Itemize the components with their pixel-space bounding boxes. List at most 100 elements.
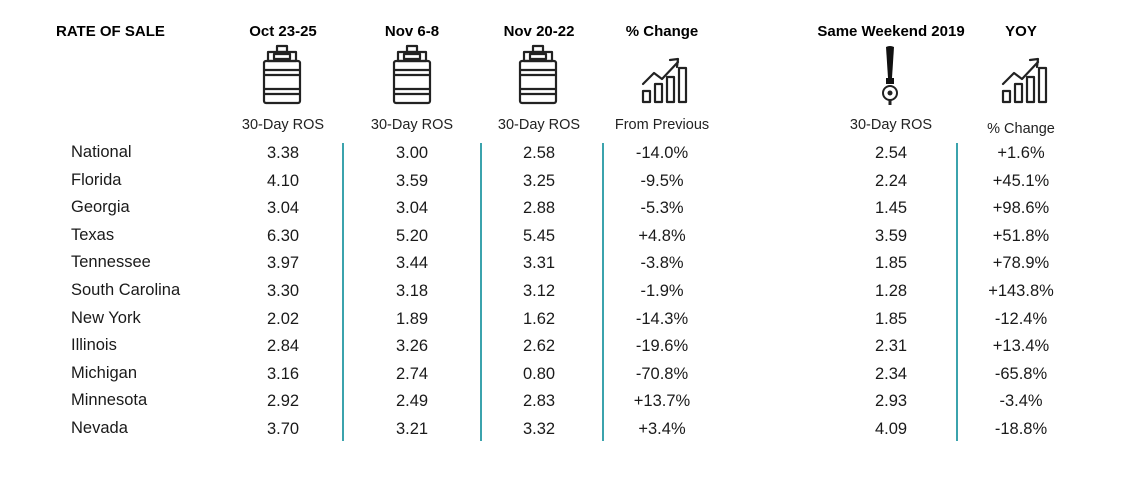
subheader-oct: 30-Day ROS	[241, 117, 325, 133]
growth-chart-icon	[1001, 57, 1048, 104]
cell-nov-20-22: 2.58	[522, 144, 556, 162]
row-label: South Carolina	[71, 281, 181, 299]
row-label: Tennessee	[71, 253, 151, 272]
row-label: Texas	[71, 225, 115, 244]
cell-same-weekend-2019: 2.93	[874, 392, 908, 411]
cell-oct-23-25: 4.10	[266, 171, 300, 190]
cell-nov-6-8: 5.20	[395, 226, 429, 245]
cell-yoy: -65.8%	[994, 364, 1048, 383]
cell-nov-6-8: 1.89	[395, 309, 429, 328]
growth-chart-icon	[641, 57, 688, 104]
subheader-yoy: % Change	[987, 121, 1055, 137]
cell-nov-20-22: 5.45	[522, 226, 556, 245]
cell-oct-23-25: 2.84	[266, 337, 300, 356]
column-divider	[480, 143, 482, 441]
cell-nov-20-22: 2.62	[522, 337, 556, 356]
column-divider	[956, 143, 958, 441]
cell-nov-6-8: 3.59	[395, 171, 429, 190]
cell-nov-6-8: 3.04	[395, 199, 429, 218]
cell-oct-23-25: 2.92	[266, 392, 300, 411]
cell-oct-23-25: 6.30	[266, 226, 300, 245]
cell-nov-20-22: 1.62	[522, 309, 556, 328]
header-pct-change: % Change	[625, 23, 699, 40]
cell-same-weekend-2019: 1.85	[874, 254, 908, 273]
column-divider	[602, 143, 604, 441]
cell-nov-6-8: 3.26	[395, 337, 429, 356]
subheader-nov20: 30-Day ROS	[497, 117, 581, 133]
cell-yoy: +1.6%	[997, 144, 1045, 162]
cell-nov-6-8: 2.74	[395, 364, 429, 383]
beer-tap-icon	[882, 46, 898, 105]
column-divider	[342, 143, 344, 441]
row-label: Nevada	[71, 419, 128, 437]
cell-same-weekend-2019: 2.34	[874, 364, 908, 383]
header-yoy: YOY	[1005, 23, 1037, 40]
cell-oct-23-25: 3.30	[266, 282, 300, 300]
cell-yoy: -12.4%	[994, 309, 1048, 328]
cell-yoy: -18.8%	[994, 420, 1048, 438]
cell-yoy: -3.4%	[999, 392, 1043, 411]
cell-pct-change: +3.4%	[638, 420, 686, 438]
cell-same-weekend-2019: 2.54	[874, 144, 908, 162]
cell-yoy: +98.6%	[992, 199, 1050, 218]
header-oct-23-25: Oct 23-25	[249, 23, 317, 40]
cell-nov-20-22: 3.31	[522, 254, 556, 273]
cell-nov-6-8: 3.00	[395, 144, 429, 162]
cell-nov-20-22: 3.32	[522, 420, 556, 438]
cell-pct-change: -14.3%	[635, 309, 689, 328]
keg-icon	[518, 44, 558, 105]
cell-oct-23-25: 2.02	[266, 309, 300, 328]
cell-nov-20-22: 2.83	[522, 392, 556, 411]
cell-pct-change: -70.8%	[635, 364, 689, 383]
cell-pct-change: -1.9%	[640, 282, 684, 300]
cell-pct-change: +4.8%	[638, 226, 686, 245]
cell-yoy: +51.8%	[992, 226, 1050, 245]
keg-icon	[392, 44, 432, 105]
cell-pct-change: -5.3%	[640, 199, 684, 218]
cell-nov-6-8: 3.44	[395, 254, 429, 273]
header-same-weekend-2019: Same Weekend 2019	[817, 23, 965, 40]
cell-nov-6-8: 3.18	[395, 282, 429, 300]
row-label: National	[71, 143, 132, 161]
cell-oct-23-25: 3.16	[266, 364, 300, 383]
cell-oct-23-25: 3.70	[266, 420, 300, 438]
row-label: Michigan	[71, 363, 138, 382]
row-label: Illinois	[71, 336, 117, 355]
cell-oct-23-25: 3.04	[266, 199, 300, 218]
cell-same-weekend-2019: 4.09	[874, 420, 908, 438]
cell-nov-6-8: 2.49	[395, 392, 429, 411]
header-rate-of-sale: RATE OF SALE	[56, 23, 165, 40]
cell-same-weekend-2019: 1.28	[874, 282, 908, 300]
cell-same-weekend-2019: 1.85	[874, 309, 908, 328]
cell-nov-6-8: 3.21	[395, 420, 429, 438]
keg-icon	[262, 44, 302, 105]
row-label: Florida	[71, 170, 122, 189]
cell-nov-20-22: 2.88	[522, 199, 556, 218]
subheader-pct-change: From Previous	[614, 117, 710, 133]
cell-pct-change: -9.5%	[640, 171, 684, 190]
subheader-nov6: 30-Day ROS	[370, 117, 454, 133]
cell-same-weekend-2019: 2.31	[874, 337, 908, 356]
cell-yoy: +143.8%	[988, 282, 1054, 300]
header-nov-20-22: Nov 20-22	[503, 23, 575, 40]
row-label: Georgia	[71, 198, 130, 217]
cell-oct-23-25: 3.97	[266, 254, 300, 273]
cell-nov-20-22: 0.80	[522, 364, 556, 383]
cell-pct-change: +13.7%	[633, 392, 691, 411]
header-nov-6-8: Nov 6-8	[384, 23, 440, 40]
row-label: Minnesota	[71, 391, 148, 410]
cell-pct-change: -14.0%	[635, 144, 689, 162]
cell-pct-change: -3.8%	[640, 254, 684, 273]
cell-yoy: +13.4%	[992, 337, 1050, 356]
cell-yoy: +78.9%	[992, 254, 1050, 273]
cell-oct-23-25: 3.38	[266, 144, 300, 162]
cell-same-weekend-2019: 2.24	[874, 171, 908, 190]
cell-pct-change: -19.6%	[635, 337, 689, 356]
cell-same-weekend-2019: 3.59	[874, 226, 908, 245]
row-label: New York	[71, 308, 141, 327]
cell-nov-20-22: 3.12	[522, 282, 556, 300]
cell-yoy: +45.1%	[992, 171, 1050, 190]
cell-same-weekend-2019: 1.45	[874, 199, 908, 218]
subheader-same-weekend: 30-Day ROS	[849, 117, 933, 133]
cell-nov-20-22: 3.25	[522, 171, 556, 190]
